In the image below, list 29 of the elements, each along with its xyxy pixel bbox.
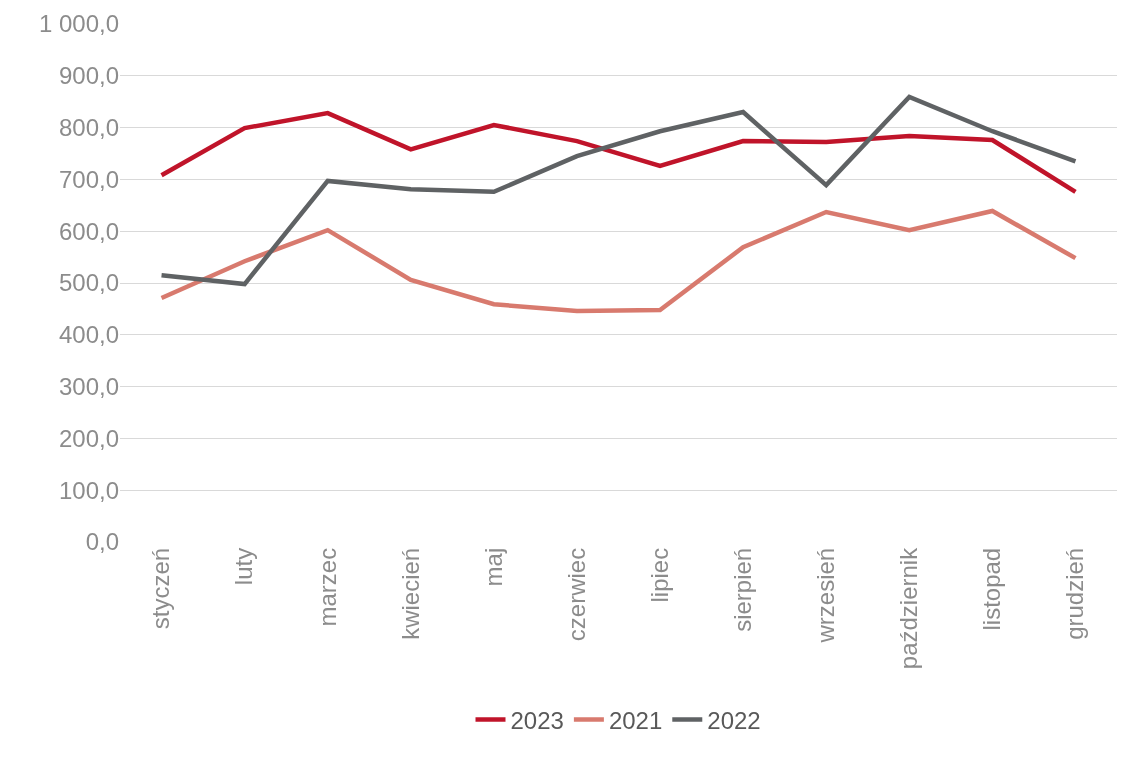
- y-tick-label: 0,0: [85, 528, 119, 556]
- line-series: [159, 110, 1078, 195]
- x-tick-label: luty: [230, 547, 258, 586]
- x-tick-label: sierpień: [728, 547, 756, 632]
- y-tick-label: 200,0: [58, 424, 119, 452]
- legend-label: 2022: [707, 706, 761, 734]
- x-tick-label: maj: [479, 547, 507, 587]
- x-tick-label: marzec: [313, 547, 341, 627]
- legend-label: 2021: [608, 706, 663, 734]
- y-tick-label: 700,0: [58, 165, 119, 193]
- line-series: [159, 208, 1078, 314]
- y-tick-label: 800,0: [58, 114, 119, 141]
- y-tick-label: 1 000,0: [38, 10, 119, 38]
- y-tick-label: 300,0: [58, 373, 119, 400]
- x-tick-label: kwiecień: [396, 547, 424, 640]
- y-tick-label: 600,0: [58, 217, 119, 245]
- y-tick-label: 400,0: [58, 321, 119, 349]
- x-tick-label: styczeń: [147, 547, 175, 630]
- x-tick-label: czerwiec: [562, 547, 590, 642]
- y-tick-label: 900,0: [58, 62, 119, 90]
- x-tick-label: październik: [895, 546, 923, 670]
- legend-label: 2023: [510, 706, 564, 734]
- x-tick-label: wrzesień: [812, 547, 840, 644]
- x-tick-label: lipiec: [645, 547, 673, 603]
- x-tick-label: grudzień: [1061, 547, 1089, 640]
- line-series: [159, 94, 1078, 287]
- y-tick-label: 500,0: [58, 269, 119, 297]
- x-tick-label: listopad: [978, 547, 1006, 631]
- y-tick-label: 100,0: [58, 476, 119, 504]
